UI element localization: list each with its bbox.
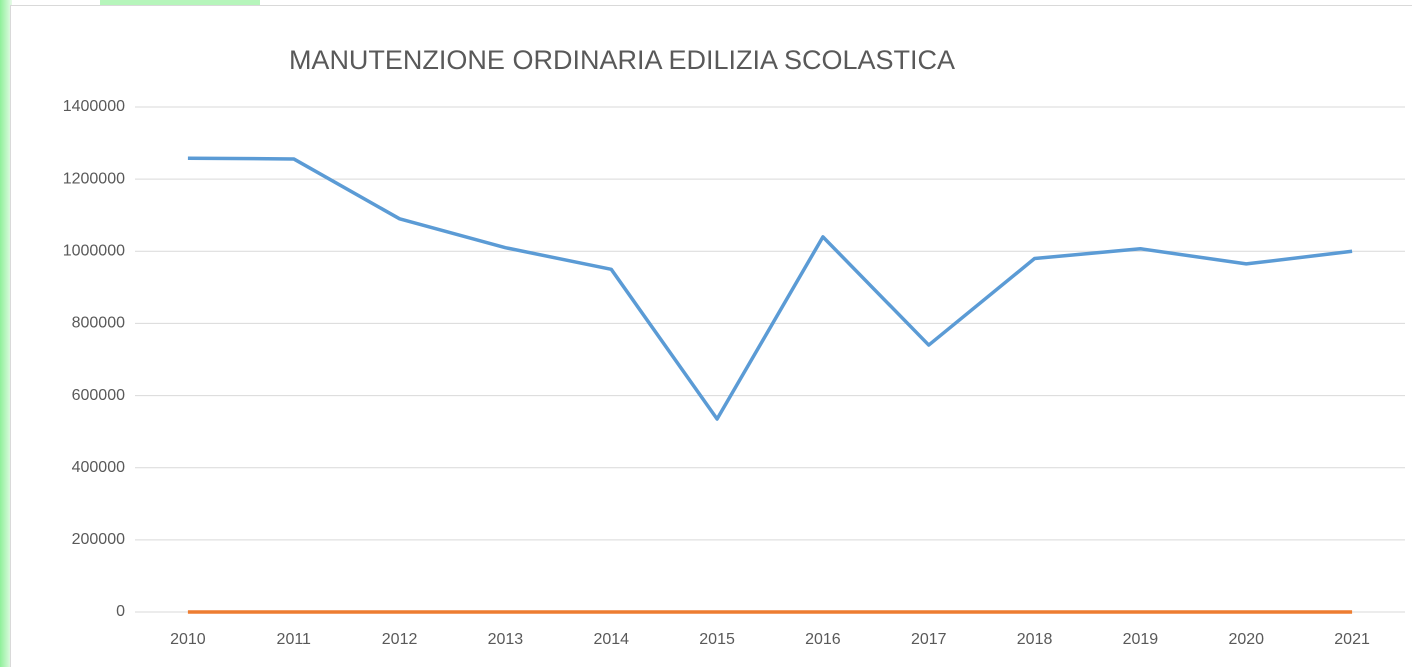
- x-tick-label: 2015: [699, 631, 735, 648]
- y-tick-label: 1000000: [63, 243, 125, 260]
- background-glow: [0, 0, 12, 667]
- x-tick-label: 2019: [1123, 631, 1159, 648]
- x-tick-label: 2012: [382, 631, 418, 648]
- x-tick-label: 2014: [593, 631, 629, 648]
- y-tick-label: 1200000: [63, 170, 125, 187]
- x-tick-label: 2010: [170, 631, 206, 648]
- chart-frame: [10, 5, 1412, 667]
- background-glow: [100, 0, 260, 6]
- x-tick-label: 2017: [911, 631, 947, 648]
- y-tick-label: 1400000: [63, 98, 125, 115]
- x-tick-label: 2013: [488, 631, 524, 648]
- chart-title: MANUTENZIONE ORDINARIA EDILIZIA SCOLASTI…: [289, 45, 955, 75]
- x-tick-label: 2021: [1334, 631, 1370, 648]
- y-tick-label: 0: [116, 603, 125, 620]
- x-tick-label: 2016: [805, 631, 841, 648]
- x-tick-label: 2018: [1017, 631, 1053, 648]
- y-tick-label: 200000: [72, 531, 125, 548]
- line-series: [187, 156, 1353, 421]
- y-tick-label: 800000: [72, 315, 125, 332]
- x-tick-label: 2020: [1228, 631, 1264, 648]
- x-tick-label: 2011: [277, 631, 312, 648]
- y-tick-label: 400000: [72, 459, 125, 476]
- y-tick-label: 600000: [72, 387, 125, 404]
